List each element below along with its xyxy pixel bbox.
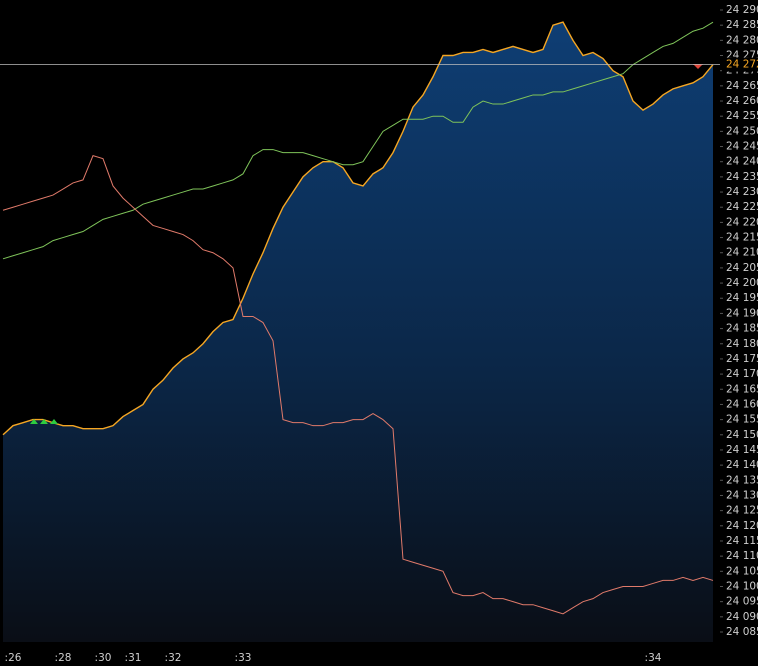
y-tick-label: 24 265 xyxy=(726,80,758,92)
x-tick-label: :33 xyxy=(235,652,252,664)
y-tick-label: 24 245 xyxy=(726,141,758,153)
y-tick-label: 24 165 xyxy=(726,383,758,395)
y-tick-label: 24 095 xyxy=(726,596,758,608)
y-tick-label: 24 185 xyxy=(726,323,758,335)
y-tick-label: 24 230 xyxy=(726,186,758,198)
y-tick-label: 24 140 xyxy=(726,459,758,471)
y-tick-label: 24 190 xyxy=(726,307,758,319)
y-tick-label: 24 110 xyxy=(726,550,758,562)
y-tick-label: 24 215 xyxy=(726,232,758,244)
y-tick-label: 24 100 xyxy=(726,580,758,592)
y-tick-label: 24 235 xyxy=(726,171,758,183)
last-price-label: 24 272 xyxy=(726,59,758,71)
signal-marker xyxy=(30,419,38,424)
y-tick-label: 24 290 xyxy=(726,4,758,16)
y-tick-label: 24 135 xyxy=(726,474,758,486)
area-fill xyxy=(3,22,713,642)
y-tick-label: 24 160 xyxy=(726,398,758,410)
y-tick-label: 24 250 xyxy=(726,125,758,137)
y-tick-label: 24 280 xyxy=(726,34,758,46)
y-tick-label: 24 225 xyxy=(726,201,758,213)
y-tick-label: 24 155 xyxy=(726,414,758,426)
y-tick-label: 24 085 xyxy=(726,626,758,638)
price-line xyxy=(2,21,714,260)
price-line xyxy=(2,155,714,615)
x-tick-label: :28 xyxy=(55,652,72,664)
y-tick-label: 24 255 xyxy=(726,110,758,122)
y-tick-label: 24 175 xyxy=(726,353,758,365)
x-tick-label: :31 xyxy=(125,652,142,664)
y-tick-label: 24 115 xyxy=(726,535,758,547)
x-tick-label: :30 xyxy=(95,652,112,664)
x-tick-label: :34 xyxy=(645,652,662,664)
y-tick-label: 24 120 xyxy=(726,520,758,532)
y-tick-label: 24 195 xyxy=(726,292,758,304)
y-tick-label: 24 170 xyxy=(726,368,758,380)
signal-marker xyxy=(40,419,48,424)
y-tick-label: 24 240 xyxy=(726,156,758,168)
y-tick-label: 24 200 xyxy=(726,277,758,289)
last-price-box xyxy=(722,57,758,72)
y-tick-label: 24 105 xyxy=(726,565,758,577)
y-tick-label: 24 150 xyxy=(726,429,758,441)
y-tick-label: 24 125 xyxy=(726,505,758,517)
y-tick-label: 24 260 xyxy=(726,95,758,107)
y-tick-label: 24 220 xyxy=(726,216,758,228)
y-tick-label: 24 205 xyxy=(726,262,758,274)
plot-area xyxy=(2,21,714,642)
y-tick-label: 24 090 xyxy=(726,611,758,623)
price-line xyxy=(2,21,714,436)
x-tick-label: :32 xyxy=(165,652,182,664)
y-tick-label: 24 130 xyxy=(726,489,758,501)
signal-marker xyxy=(50,419,58,424)
y-tick-label: 24 180 xyxy=(726,338,758,350)
y-tick-label: 24 285 xyxy=(726,19,758,31)
signal-marker xyxy=(693,64,703,69)
y-tick-label: 24 145 xyxy=(726,444,758,456)
y-tick-label: 24 210 xyxy=(726,247,758,259)
x-tick-label: :26 xyxy=(5,652,22,664)
